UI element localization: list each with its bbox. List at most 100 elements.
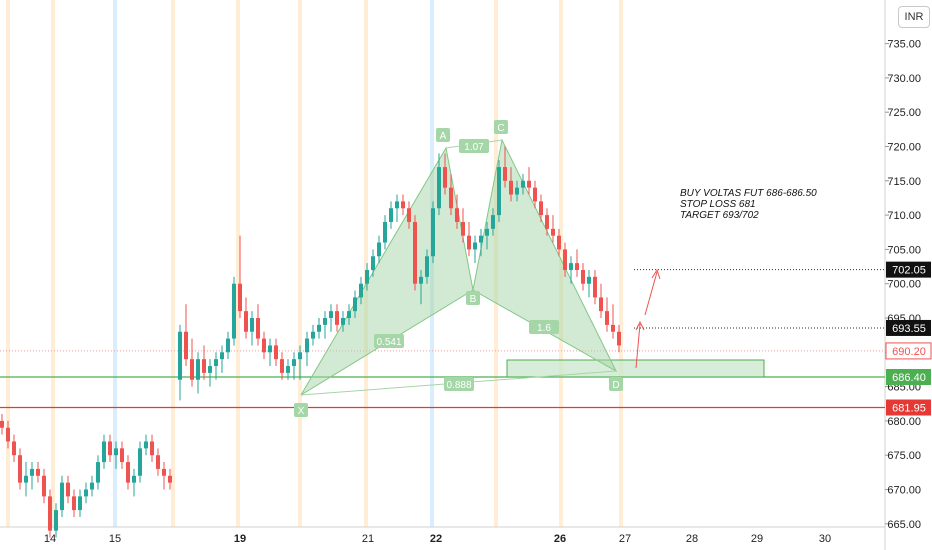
y-tick-label: 670.00 <box>887 485 921 497</box>
candle-body <box>102 441 106 463</box>
candle-body <box>545 215 549 229</box>
pattern-ratio-bg <box>529 320 559 334</box>
candle-body <box>479 235 483 243</box>
session-line <box>619 0 623 527</box>
candle-body <box>12 441 16 456</box>
candle-body <box>232 283 236 339</box>
candle-body <box>54 510 58 531</box>
pattern-point-bg <box>294 403 308 417</box>
candle-body <box>60 482 64 511</box>
x-axis: 14 15 19 21 22 26 27 28 29 30 <box>44 533 831 545</box>
candle-body <box>18 455 22 483</box>
candle-body <box>383 221 387 243</box>
candle-body <box>371 256 375 270</box>
candle-body <box>593 276 597 298</box>
x-tick-label: 30 <box>819 533 831 545</box>
session-line <box>364 0 368 527</box>
candle-body <box>150 441 154 456</box>
candle-body <box>78 496 82 511</box>
candle-body <box>521 180 525 188</box>
entry-zone-box <box>506 359 765 378</box>
candle-body <box>407 208 411 222</box>
pattern-ratio-label: 1.07 <box>464 142 484 153</box>
candle-body <box>202 359 206 373</box>
candle-body <box>114 448 118 456</box>
candle-body <box>244 311 248 332</box>
candle-body <box>611 324 615 332</box>
candle-body <box>24 475 28 483</box>
candle-body <box>220 352 224 360</box>
candle-body <box>401 201 405 209</box>
x-tick-label: 27 <box>619 533 631 545</box>
grid-lines <box>0 0 886 550</box>
price-badges: 702.05 693.55 690.20 686.40 681.95 <box>885 261 932 416</box>
candle-body <box>311 331 315 339</box>
session-line <box>236 0 240 527</box>
candle-body <box>120 448 124 463</box>
x-tick-label: 28 <box>686 533 698 545</box>
session-line <box>171 0 175 527</box>
candle-body <box>126 462 130 483</box>
candle-body <box>563 249 567 270</box>
candle-body <box>335 311 339 325</box>
harmonic-pattern[interactable]: 1.07 0.541 1.6 0.888 X A B C D <box>294 120 623 417</box>
candle-body <box>66 482 70 497</box>
price-badge-label: 693.55 <box>892 323 926 335</box>
candle-body <box>184 331 188 360</box>
candle-body <box>569 263 573 270</box>
candle-body <box>581 269 585 284</box>
candle-body <box>359 283 363 298</box>
y-tick-label: 705.00 <box>887 244 921 256</box>
x-tick-label: 21 <box>362 533 374 545</box>
candle-body <box>144 441 148 449</box>
arrow-up-to-target1 <box>635 323 641 369</box>
candle-body <box>551 228 555 236</box>
y-tick-label: 735.00 <box>887 39 921 51</box>
annotation-line: STOP LOSS 681 <box>680 199 756 210</box>
currency-button[interactable]: INR <box>898 6 930 28</box>
candle-body <box>156 455 160 469</box>
pattern-ratio-label: 0.888 <box>446 380 471 391</box>
candle-body <box>461 221 465 236</box>
candle-body <box>84 489 88 497</box>
candle-body <box>262 338 266 353</box>
candle-body <box>599 297 603 312</box>
candle-body <box>575 263 579 270</box>
candle-body <box>425 256 429 277</box>
pattern-point-bg <box>494 120 508 134</box>
candle-body <box>467 235 471 250</box>
candle-body <box>497 167 501 216</box>
y-tick-label: 720.00 <box>887 142 921 154</box>
candle-body <box>42 475 46 497</box>
price-badge-bg <box>886 368 931 385</box>
candle-body <box>419 276 423 284</box>
candle-body <box>305 338 309 353</box>
candle-body <box>178 331 182 380</box>
candle-body <box>132 475 136 483</box>
candle-body <box>208 366 212 373</box>
candle-body <box>353 297 357 312</box>
x-tick-label: 15 <box>109 533 121 545</box>
candle-body <box>395 201 399 209</box>
candle-body <box>329 311 333 318</box>
candle-body <box>527 180 531 188</box>
arrow-head <box>635 320 645 331</box>
candle-body <box>317 324 321 332</box>
candle-body <box>377 242 381 257</box>
candle-body <box>226 338 230 353</box>
candle-body <box>0 420 4 428</box>
y-tick-label: 700.00 <box>887 279 921 291</box>
candle-body <box>168 475 172 483</box>
y-tick-label: 710.00 <box>887 210 921 222</box>
x-tick-label: 26 <box>554 533 566 545</box>
price-badge-bg <box>886 399 931 416</box>
candle-body <box>491 215 495 229</box>
arrow-up-to-target2 <box>644 271 658 316</box>
session-line <box>113 0 117 527</box>
x-tick-label: 29 <box>751 533 763 545</box>
entry-zone[interactable] <box>506 359 765 378</box>
candle-body <box>196 359 200 380</box>
candle-body <box>250 318 254 332</box>
candle-body <box>557 235 561 250</box>
